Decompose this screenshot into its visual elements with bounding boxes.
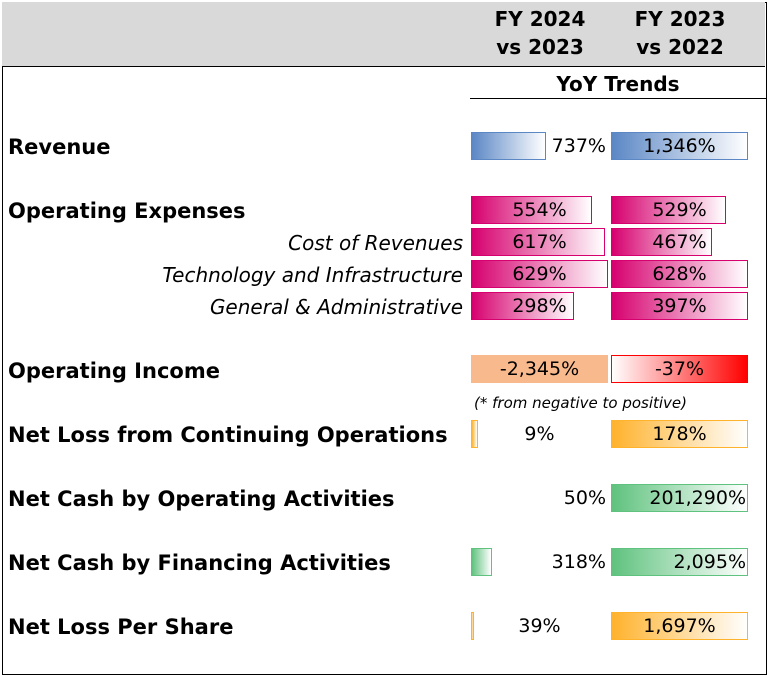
cell-ga-fy2024: 298% bbox=[471, 292, 608, 320]
cell-cost-revenues-fy2024: 617% bbox=[471, 228, 608, 256]
row-label-net-cash-financing: Net Cash by Financing Activities bbox=[8, 551, 391, 575]
row-label-cost-of-revenues: Cost of Revenues bbox=[288, 231, 463, 255]
cell-net-cash-financing-fy2023: 2,095% bbox=[611, 548, 748, 576]
databar bbox=[471, 612, 474, 640]
cell-value: 737% bbox=[551, 135, 606, 157]
cell-net-cash-operating-fy2023: 201,290% bbox=[611, 484, 748, 512]
databar bbox=[471, 292, 574, 320]
column-header-fy2023: FY 2023 vs 2022 bbox=[610, 5, 750, 61]
databar bbox=[611, 355, 748, 383]
cell-value: 617% bbox=[512, 231, 567, 253]
databar bbox=[471, 420, 478, 448]
cell-value: 178% bbox=[652, 423, 707, 445]
cell-value: 628% bbox=[652, 263, 707, 285]
cell-value: 467% bbox=[652, 231, 707, 253]
column-header-fy2024-line2: vs 2023 bbox=[496, 35, 584, 59]
databar bbox=[471, 196, 592, 224]
databar bbox=[471, 355, 608, 383]
table-header bbox=[2, 2, 765, 67]
databar bbox=[611, 228, 712, 256]
cell-tech-infra-fy2023: 628% bbox=[611, 260, 748, 288]
cell-value: 2,095% bbox=[673, 551, 746, 573]
cell-cost-revenues-fy2023: 467% bbox=[611, 228, 748, 256]
row-label-net-loss-continuing: Net Loss from Continuing Operations bbox=[8, 423, 448, 447]
cell-value: 39% bbox=[518, 615, 561, 637]
cell-value: 397% bbox=[652, 295, 707, 317]
cell-tech-infra-fy2024: 629% bbox=[471, 260, 608, 288]
databar bbox=[471, 132, 546, 160]
databar bbox=[611, 260, 748, 288]
cell-net-cash-financing-fy2024: 318% bbox=[471, 548, 608, 576]
cell-value: 201,290% bbox=[649, 487, 746, 509]
cell-opex-fy2024: 554% bbox=[471, 196, 608, 224]
databar bbox=[611, 484, 748, 512]
cell-operating-income-fy2024: -2,345% bbox=[471, 355, 608, 383]
cell-net-loss-continuing-fy2024: 9% bbox=[471, 420, 608, 448]
databar bbox=[471, 260, 608, 288]
cell-value: 554% bbox=[512, 199, 567, 221]
cell-value: -2,345% bbox=[499, 358, 580, 380]
cell-net-cash-operating-fy2024: 50% bbox=[471, 484, 608, 512]
cell-value: 9% bbox=[524, 423, 555, 445]
cell-net-loss-per-share-fy2024: 39% bbox=[471, 612, 608, 640]
cell-net-loss-continuing-fy2023: 178% bbox=[611, 420, 748, 448]
column-header-fy2024-line1: FY 2024 bbox=[494, 7, 586, 31]
cell-value: 529% bbox=[652, 199, 707, 221]
databar bbox=[471, 548, 492, 576]
row-label-operating-income: Operating Income bbox=[8, 359, 220, 383]
operating-income-note: (* from negative to positive) bbox=[474, 394, 688, 412]
databar bbox=[471, 228, 605, 256]
databar bbox=[611, 548, 748, 576]
databar bbox=[611, 132, 748, 160]
row-label-general-administrative: General & Administrative bbox=[209, 295, 463, 319]
cell-opex-fy2023: 529% bbox=[611, 196, 748, 224]
databar bbox=[611, 292, 748, 320]
cell-net-loss-per-share-fy2023: 1,697% bbox=[611, 612, 748, 640]
cell-value: 629% bbox=[512, 263, 567, 285]
databar bbox=[611, 420, 748, 448]
yoy-trends-subheader: YoY Trends bbox=[470, 70, 766, 99]
cell-revenue-fy2023: 1,346% bbox=[611, 132, 748, 160]
cell-value: 298% bbox=[512, 295, 567, 317]
cell-value: 318% bbox=[551, 551, 606, 573]
cell-value: 1,346% bbox=[643, 135, 716, 157]
row-label-operating-expenses: Operating Expenses bbox=[8, 199, 246, 223]
databar bbox=[611, 196, 726, 224]
row-label-revenue: Revenue bbox=[8, 135, 111, 159]
cell-value: -37% bbox=[654, 358, 705, 380]
cell-operating-income-fy2023: -37% bbox=[611, 355, 748, 383]
row-label-net-cash-operating: Net Cash by Operating Activities bbox=[8, 487, 395, 511]
cell-ga-fy2023: 397% bbox=[611, 292, 748, 320]
cell-value: 50% bbox=[563, 487, 606, 509]
cell-value: 1,697% bbox=[643, 615, 716, 637]
column-header-fy2023-line2: vs 2022 bbox=[636, 35, 724, 59]
cell-revenue-fy2024: 737% bbox=[471, 132, 608, 160]
column-header-fy2023-line1: FY 2023 bbox=[634, 7, 726, 31]
row-label-net-loss-per-share: Net Loss Per Share bbox=[8, 615, 234, 639]
row-label-technology-infrastructure: Technology and Infrastructure bbox=[162, 263, 463, 287]
column-header-fy2024: FY 2024 vs 2023 bbox=[470, 5, 610, 61]
databar bbox=[611, 612, 748, 640]
